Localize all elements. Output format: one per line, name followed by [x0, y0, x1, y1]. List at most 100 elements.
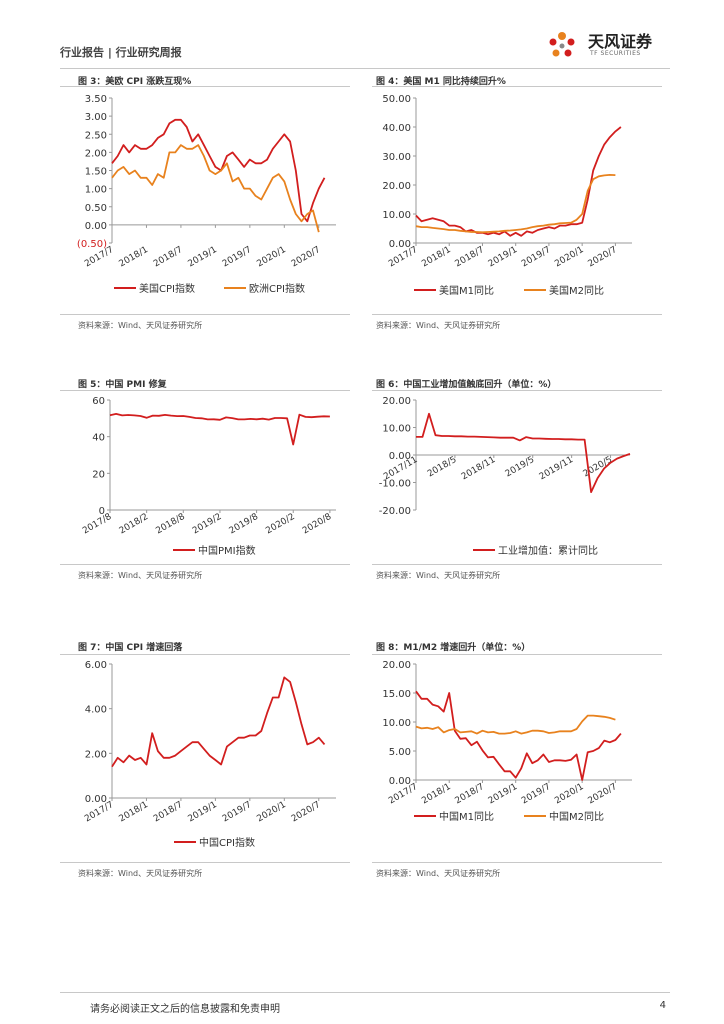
y-tick-label: (0.50)	[77, 239, 107, 250]
panel-rule	[60, 564, 350, 565]
x-tick-label: 2018/7	[454, 245, 486, 269]
legend-label: 美国M1同比	[439, 284, 494, 297]
legend-label: 中国PMI指数	[198, 544, 256, 557]
y-tick-label: 3.00	[85, 112, 107, 123]
chart-source: 资料来源：Wind、天风证券研究所	[376, 869, 501, 878]
x-tick-label: 2019/7	[520, 245, 552, 269]
x-tick-label: 2019/2	[191, 512, 223, 536]
y-tick-label: 10.00	[382, 210, 411, 221]
series-line-1	[109, 412, 330, 446]
x-tick-label: 2019/1	[487, 245, 519, 269]
y-tick-label: 0	[99, 506, 105, 517]
y-tick-label: 2.50	[85, 130, 107, 141]
panel-rule	[372, 390, 662, 391]
chart-source: 资料来源：Wind、天风证券研究所	[78, 321, 203, 330]
chart-title: 图 4：美国 M1 同比持续回升%	[376, 77, 506, 87]
legend-item: 欧洲CPI指数	[224, 282, 305, 295]
chart-title: 图 6：中国工业增加值触底回升（单位：%）	[376, 380, 557, 390]
tf-securities-logo: 天风证券 TF SECURITIES	[540, 28, 670, 64]
x-tick-label: 2018/11	[460, 455, 497, 482]
legend-label: 欧洲CPI指数	[249, 282, 305, 295]
panel-rule	[372, 314, 662, 315]
chart-title: 图 5：中国 PMI 修复	[78, 380, 167, 390]
y-tick-label: -10.00	[379, 479, 411, 490]
x-tick-label: 2018/7	[152, 245, 184, 269]
panel-rule	[60, 654, 350, 655]
series-line-2	[415, 714, 616, 735]
y-tick-label: 20.00	[382, 660, 411, 671]
y-tick-label: 40	[92, 433, 105, 444]
chart-source: 资料来源：Wind、天风证券研究所	[376, 321, 501, 330]
legend-item: 中国CPI指数	[174, 836, 255, 849]
x-tick-label: 2019/1	[186, 245, 218, 269]
legend-label: 中国CPI指数	[199, 836, 255, 849]
y-tick-label: 10.00	[382, 718, 411, 729]
chart-title: 图 7：中国 CPI 增速回落	[78, 643, 183, 653]
y-tick-label: 3.50	[85, 94, 107, 105]
panel-rule	[60, 314, 350, 315]
x-tick-label: 2019/1	[487, 782, 519, 806]
header-text: 行业报告 | 行业研究周报	[60, 46, 182, 59]
chart-title: 图 8：M1/M2 增速回升（单位：%）	[376, 643, 531, 653]
y-tick-label: 2.00	[85, 749, 107, 760]
y-tick-label: 6.00	[85, 660, 107, 671]
legend-item: 中国M2同比	[524, 810, 604, 823]
y-tick-label: 0.00	[85, 794, 107, 805]
series-line-2	[415, 174, 616, 234]
y-tick-label: 4.00	[85, 705, 107, 716]
series-line-1	[415, 126, 622, 237]
y-tick-label: 0.00	[389, 239, 411, 250]
x-tick-label: 2020/1	[553, 782, 585, 806]
panel-rule	[372, 862, 662, 863]
x-tick-label: 2018/2	[118, 512, 150, 536]
legend-label: 工业增加值：累计同比	[498, 544, 598, 557]
y-tick-label: 0.00	[389, 776, 411, 787]
y-tick-label: 20	[92, 469, 105, 480]
y-tick-label: 2.00	[85, 148, 107, 159]
y-tick-label: 0.50	[85, 203, 107, 214]
x-tick-label: 2019/5	[504, 455, 536, 479]
logo-name: 天风证券	[588, 32, 653, 51]
legend-label: 中国M1同比	[439, 810, 494, 823]
y-tick-label: 60	[92, 396, 105, 407]
x-tick-label: 2019/7	[520, 782, 552, 806]
y-tick-label: 20.00	[382, 396, 411, 407]
panel-rule	[372, 564, 662, 565]
logo-mark-icon	[549, 32, 575, 57]
legend-item: 美国M1同比	[414, 284, 494, 297]
chart-source: 资料来源：Wind、天风证券研究所	[376, 571, 501, 580]
x-tick-label: 2019/11	[538, 455, 575, 482]
x-tick-label: 2020/7	[586, 782, 618, 806]
x-tick-label: 2020/7	[290, 800, 322, 824]
series-line-1	[111, 118, 326, 223]
legend-label: 美国CPI指数	[139, 282, 195, 295]
x-tick-label: 2019/7	[221, 245, 253, 269]
legend-item: 中国PMI指数	[173, 544, 256, 557]
x-tick-label: 2019/8	[228, 512, 261, 537]
legend-label: 中国M2同比	[549, 810, 604, 823]
header-rule	[60, 68, 670, 69]
panel-rule	[60, 86, 350, 87]
footer-disclaimer: 请务必阅读正文之后的信息披露和免责申明	[90, 1004, 280, 1015]
panel-rule	[60, 390, 350, 391]
chart-source: 资料来源：Wind、天风证券研究所	[78, 869, 203, 878]
logo-subtitle: TF SECURITIES	[590, 50, 641, 57]
series-line-1	[111, 676, 326, 768]
report-header: 行业报告 | 行业研究周报 天风证券 TF SECURITIES	[60, 32, 670, 64]
x-tick-label: 2018/5	[426, 455, 458, 479]
chart-body: 3.50 3.00 2.50 2.00 1.50 1.00 0.50 0.00 (0.50) 20…	[77, 94, 336, 295]
y-tick-label: 15.00	[382, 689, 411, 700]
x-tick-label: 2019/7	[221, 800, 253, 824]
x-tick-label: 2019/1	[186, 800, 218, 824]
x-tick-label: 2018/1	[118, 245, 150, 269]
x-tick-label: 2017/8	[81, 512, 114, 537]
chart-source: 资料来源：Wind、天风证券研究所	[78, 571, 203, 580]
x-tick-label: 2020/2	[264, 512, 296, 536]
legend-item: 中国M1同比	[414, 810, 494, 823]
y-tick-label: 0.00	[85, 221, 107, 232]
